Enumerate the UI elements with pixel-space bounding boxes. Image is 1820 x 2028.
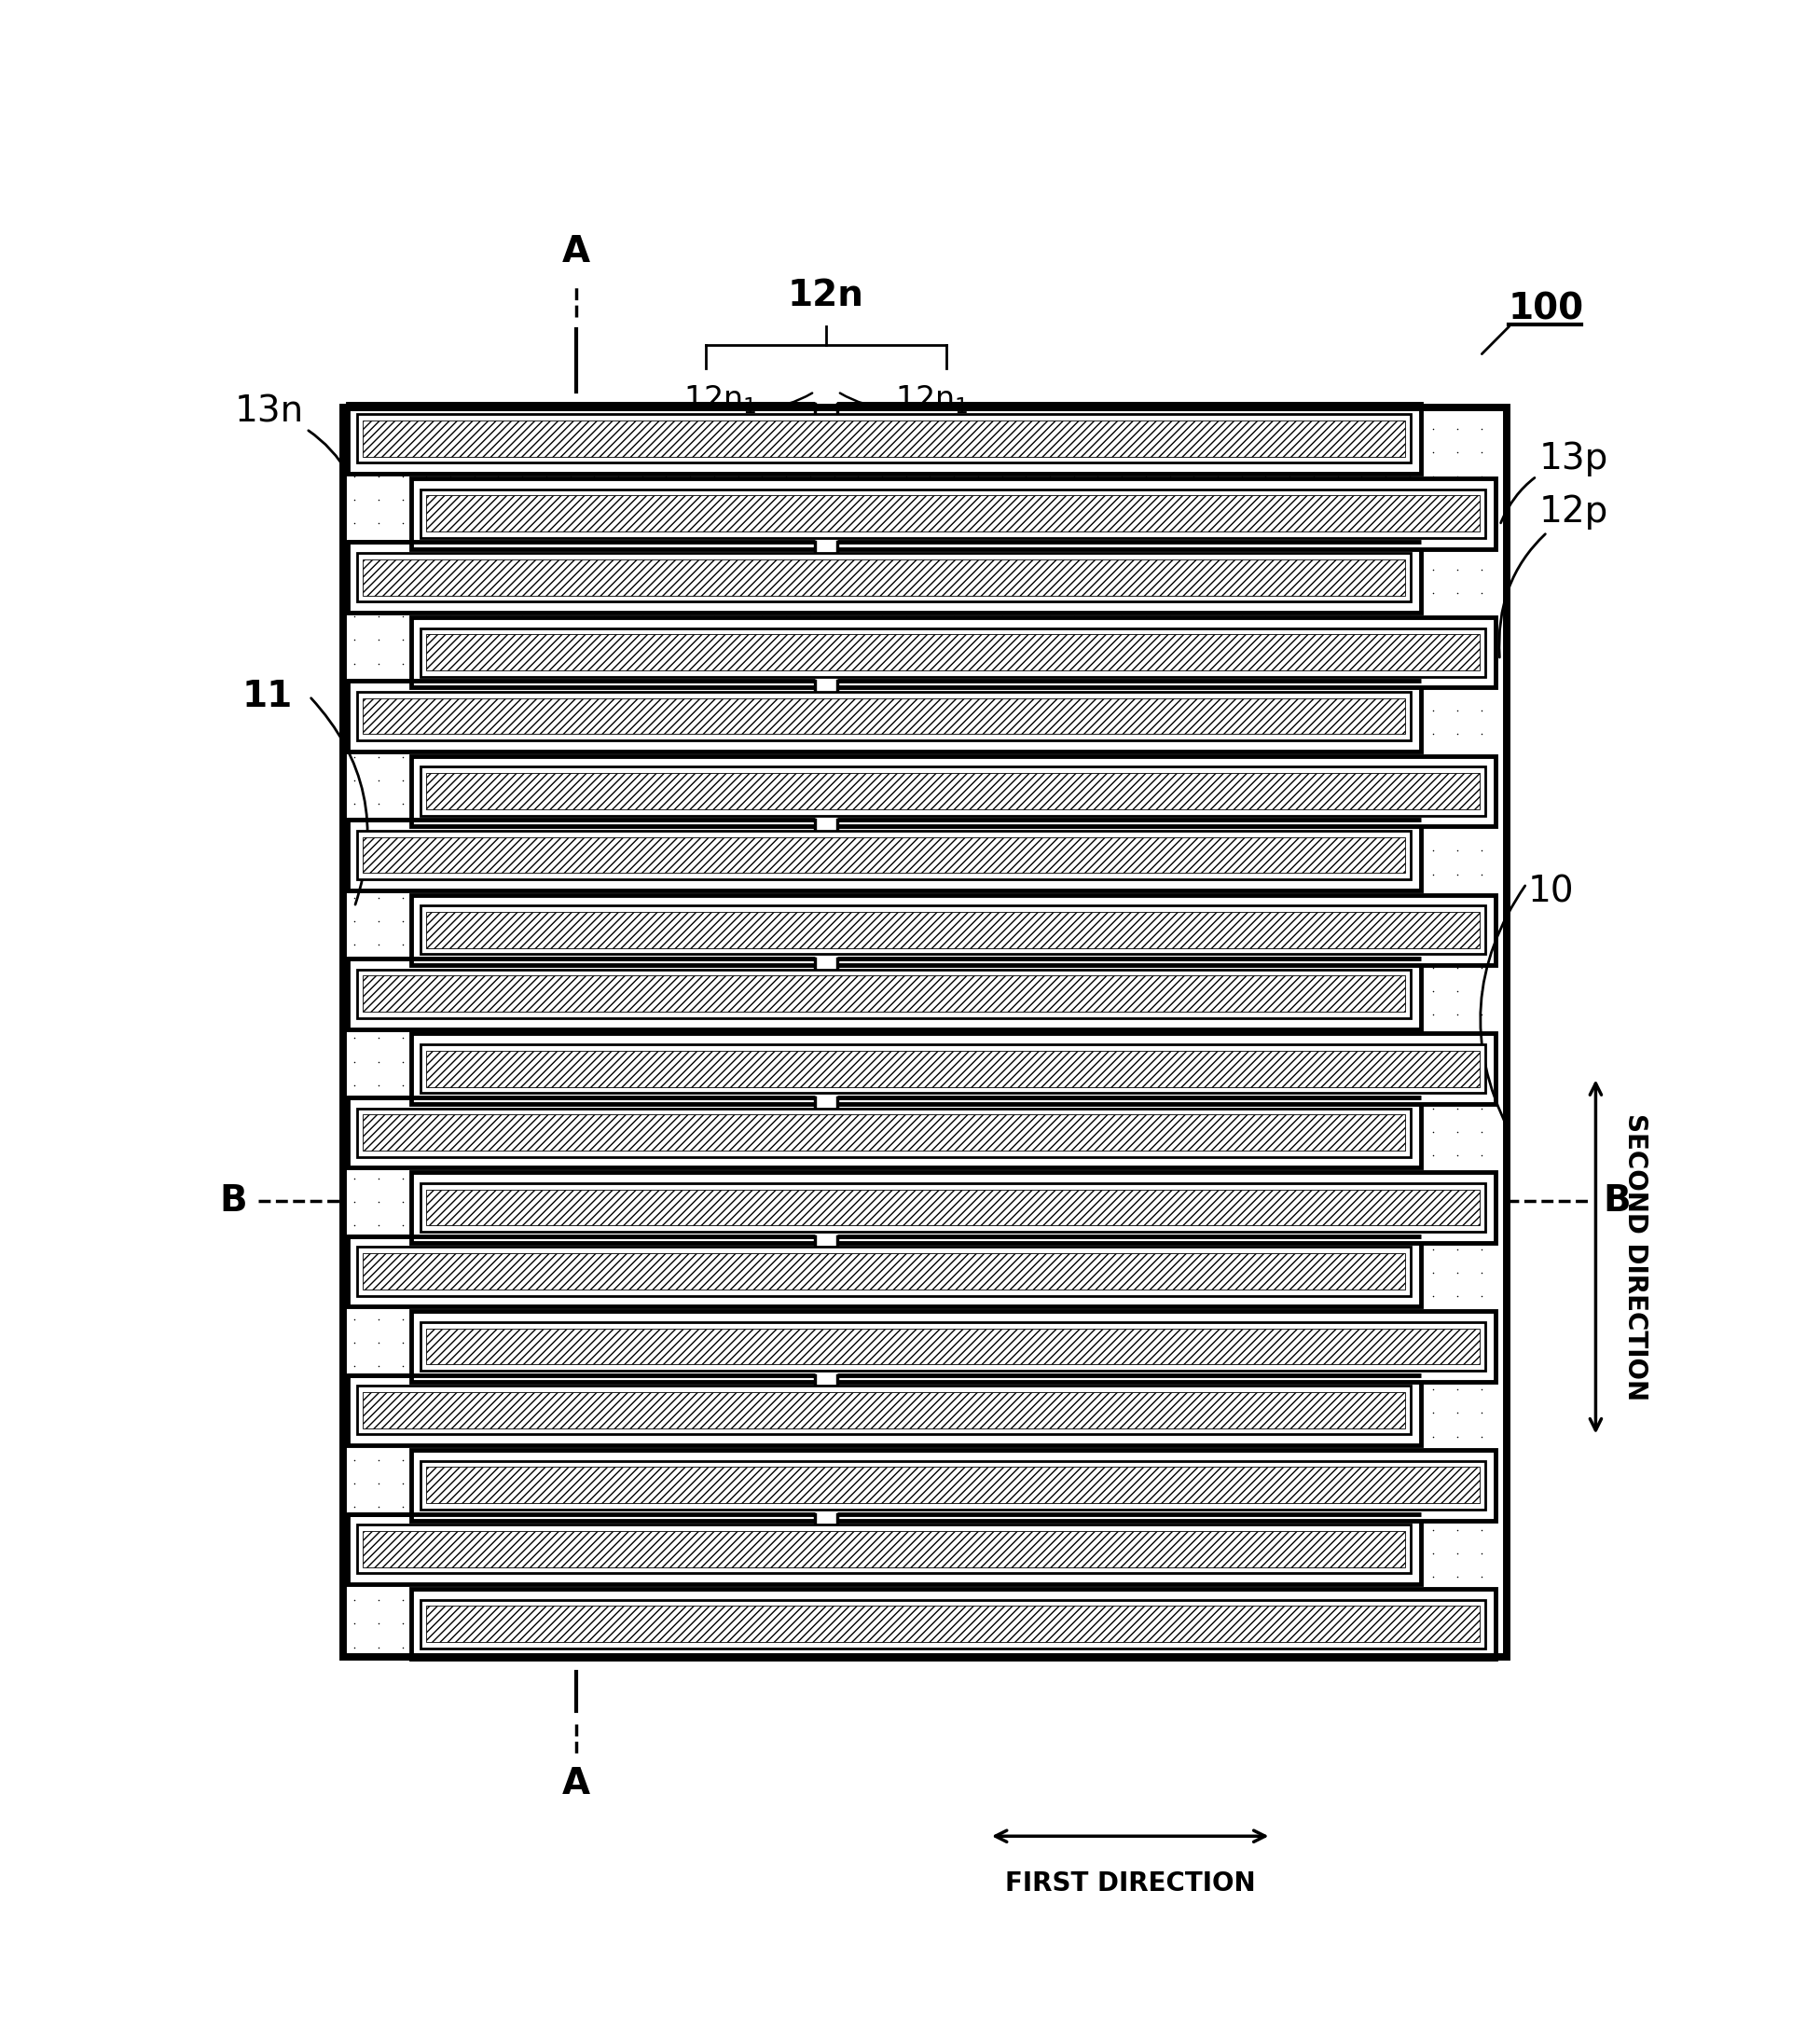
Bar	[357, 831, 1410, 880]
Bar	[426, 913, 1480, 947]
Bar	[420, 767, 1485, 815]
Bar	[814, 1341, 837, 1387]
Bar	[362, 1531, 1405, 1568]
Bar	[357, 969, 1410, 1018]
Text: 13n: 13n	[235, 393, 349, 475]
Bar	[348, 819, 1421, 890]
Text: B: B	[1603, 1182, 1631, 1219]
Bar	[411, 1034, 1496, 1103]
Bar	[357, 1385, 1410, 1434]
Bar	[348, 1375, 1421, 1446]
Bar	[426, 1466, 1480, 1503]
Bar	[411, 1588, 1496, 1659]
Bar	[348, 681, 1421, 752]
Bar	[348, 1097, 1421, 1168]
Bar	[426, 495, 1480, 531]
Bar	[348, 959, 1421, 1028]
Text: 13p: 13p	[1501, 442, 1609, 523]
Bar	[426, 773, 1480, 809]
Bar	[814, 1480, 837, 1525]
Bar	[411, 617, 1496, 687]
Bar	[420, 907, 1485, 955]
Bar	[420, 1182, 1485, 1231]
Bar	[411, 1172, 1496, 1243]
Bar	[426, 1328, 1480, 1365]
Bar	[411, 479, 1496, 550]
Bar	[362, 1115, 1405, 1150]
Text: 12n$_1$: 12n$_1$	[841, 383, 968, 416]
Bar	[814, 1203, 837, 1247]
Bar	[344, 408, 1507, 1657]
Bar	[362, 975, 1405, 1012]
Bar	[357, 1107, 1410, 1156]
Bar	[362, 698, 1405, 734]
Bar	[420, 1460, 1485, 1509]
Text: 12n: 12n	[788, 278, 864, 314]
Bar	[814, 1063, 837, 1109]
Bar	[348, 1513, 1421, 1584]
Bar	[420, 1044, 1485, 1093]
Bar	[814, 647, 837, 694]
Bar	[362, 420, 1405, 456]
Bar	[357, 414, 1410, 462]
Bar	[420, 1600, 1485, 1649]
Bar	[357, 1525, 1410, 1574]
Bar	[362, 1391, 1405, 1428]
Bar	[362, 560, 1405, 596]
Text: A: A	[562, 1766, 590, 1801]
Bar	[348, 404, 1421, 475]
Bar	[362, 838, 1405, 872]
Bar	[426, 1606, 1480, 1643]
Bar	[348, 541, 1421, 612]
Bar	[420, 1322, 1485, 1371]
Bar	[357, 692, 1410, 740]
Bar	[814, 369, 837, 416]
Bar	[344, 408, 1507, 1657]
Bar	[420, 629, 1485, 677]
Bar	[814, 509, 837, 554]
Text: SECOND DIRECTION: SECOND DIRECTION	[1622, 1113, 1649, 1401]
Text: 12n$_1$: 12n$_1$	[684, 383, 812, 416]
Bar	[814, 787, 837, 831]
Bar	[426, 1051, 1480, 1087]
Text: FIRST DIRECTION: FIRST DIRECTION	[1005, 1870, 1256, 1896]
Text: 100: 100	[1509, 292, 1583, 327]
Bar	[357, 554, 1410, 602]
Text: 11: 11	[242, 679, 293, 714]
Bar	[411, 1450, 1496, 1521]
Text: 10: 10	[1529, 874, 1574, 909]
Bar	[814, 925, 837, 971]
Bar	[362, 1253, 1405, 1290]
Bar	[426, 1190, 1480, 1225]
Bar	[426, 635, 1480, 671]
Bar	[411, 894, 1496, 965]
Bar	[411, 756, 1496, 825]
Text: B: B	[220, 1182, 248, 1219]
Bar	[411, 1312, 1496, 1381]
Bar	[348, 1237, 1421, 1306]
Text: A: A	[562, 235, 590, 270]
Text: 12p: 12p	[1500, 495, 1609, 657]
Bar	[357, 1247, 1410, 1296]
Bar	[420, 489, 1485, 537]
